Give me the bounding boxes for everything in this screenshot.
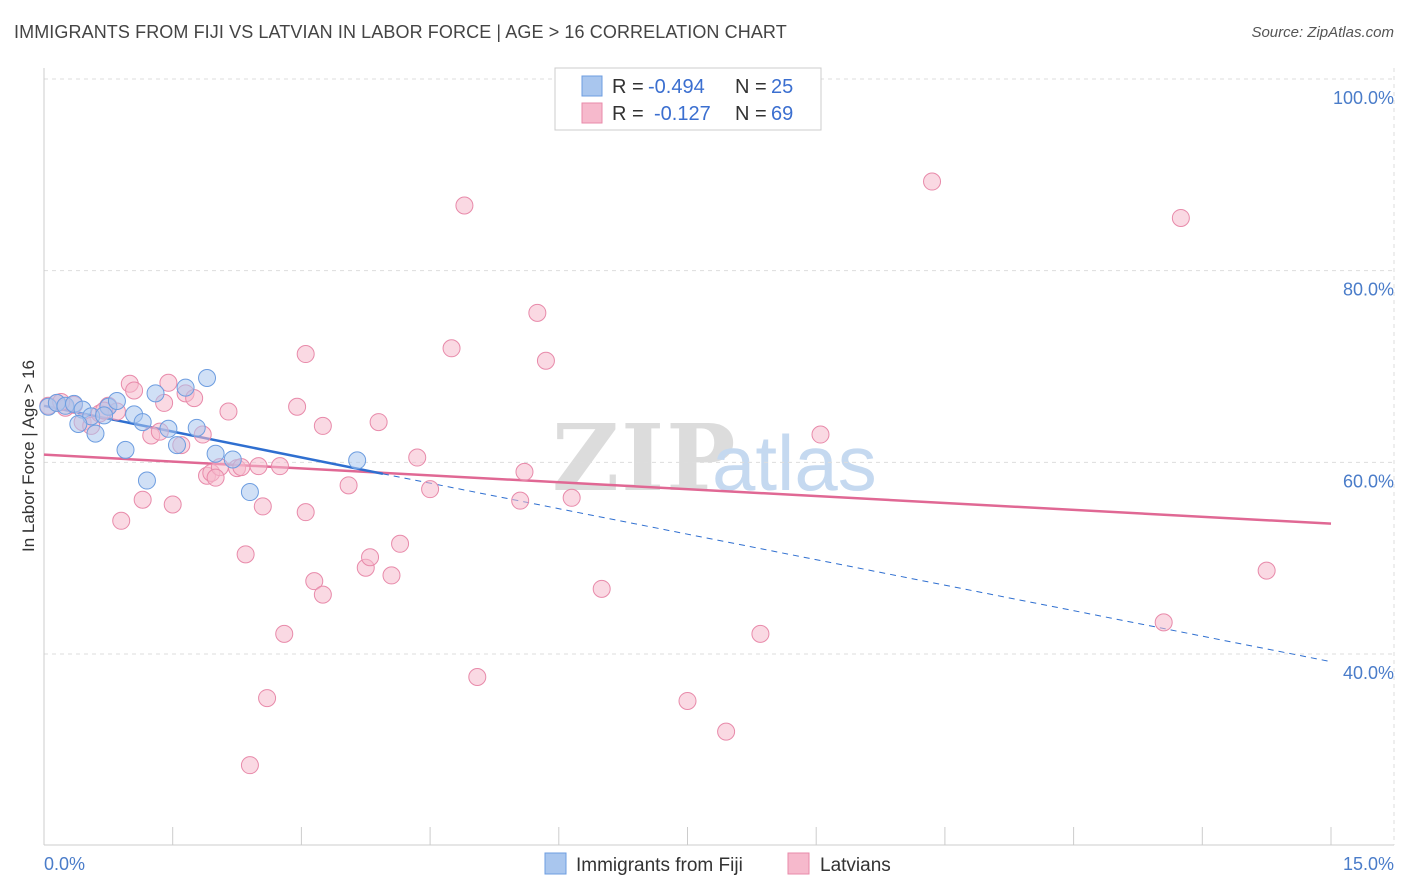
fiji-trend-extension [382, 473, 1332, 663]
latvian-point [1171, 208, 1190, 227]
latvian-point [339, 476, 358, 495]
latvian-point [112, 511, 131, 530]
latvian-point [159, 373, 178, 392]
latvian-point [717, 722, 736, 741]
latvian-point [258, 689, 277, 708]
latvian-point [421, 480, 440, 499]
fiji-point [348, 451, 367, 470]
latvian-point [361, 548, 380, 567]
latvian-point [270, 457, 289, 476]
latvian-point [515, 462, 534, 481]
latvian-point [249, 457, 268, 476]
latvian-point [391, 534, 410, 553]
correlation-legend: R = -0.494 N = 25 R = -0.127 N = 69 [554, 67, 822, 131]
latvian-point [313, 585, 332, 604]
series-legend: Immigrants from Fiji Latvians [544, 852, 891, 876]
fiji-point [107, 392, 126, 410]
fiji-point [133, 413, 152, 432]
latvian-point [923, 172, 942, 191]
latvian-point [382, 566, 401, 585]
latvian-point [219, 402, 238, 421]
latvian-point [511, 491, 530, 510]
fiji-point [223, 450, 242, 469]
scatter-points [39, 172, 1276, 775]
latvian-point [592, 579, 611, 598]
fiji-point [137, 471, 156, 490]
legend-fiji-swatch [581, 75, 603, 97]
legend-fiji-r-value: -0.494 [648, 76, 705, 98]
fiji-point [69, 415, 88, 433]
latvian-point [125, 381, 144, 400]
fiji-point [206, 444, 225, 463]
fiji-point [116, 440, 135, 459]
legend-fiji-r-label: R = [612, 76, 644, 98]
x-tick-label-min: 0.0% [44, 854, 85, 874]
fiji-point [159, 419, 178, 438]
fiji-point [167, 436, 186, 455]
bottom-legend-fiji-swatch [544, 852, 567, 875]
latvian-point [442, 339, 461, 358]
latvian-point [305, 572, 324, 591]
bottom-legend-fiji-label: Immigrants from Fiji [576, 855, 743, 876]
latvian-point [536, 351, 555, 370]
legend-latvian-n-value: 69 [771, 103, 793, 125]
latvian-point [562, 488, 581, 507]
latvian-point [811, 425, 830, 444]
y-tick-label: 100.0% [1333, 88, 1394, 108]
fiji-point [176, 378, 195, 397]
latvian-point [296, 503, 315, 522]
latvian-point [751, 624, 770, 643]
fiji-point [146, 384, 165, 403]
x-tick-label-max: 15.0% [1343, 854, 1394, 874]
legend-latvian-n-label: N = [735, 103, 767, 125]
bottom-legend-latvian-swatch [787, 852, 810, 875]
watermark-zip: ZIP [552, 404, 737, 512]
latvian-point [253, 497, 272, 516]
latvian-point [455, 196, 474, 215]
latvian-point [1154, 613, 1173, 632]
legend-latvian-r-label: R = [612, 103, 644, 125]
latvian-point [275, 624, 294, 643]
latvian-point [296, 345, 315, 364]
latvian-point [163, 495, 182, 514]
y-axis-label: In Labor Force | Age > 16 [19, 360, 38, 552]
latvian-point [678, 691, 697, 710]
latvian-point [528, 303, 547, 322]
latvian-point [236, 545, 255, 564]
fiji-point [240, 483, 259, 502]
chart-title: IMMIGRANTS FROM FIJI VS LATVIAN IN LABOR… [14, 22, 787, 42]
legend-latvian-r-value: -0.127 [654, 103, 711, 125]
latvian-point [313, 416, 332, 435]
latvian-point [240, 756, 259, 775]
latvian-point [468, 668, 487, 686]
fiji-point [86, 424, 105, 443]
y-tick-label: 60.0% [1343, 471, 1394, 491]
bottom-legend-latvian-label: Latvians [820, 855, 891, 876]
gridlines [44, 78, 1394, 655]
latvian-point [408, 448, 427, 467]
fiji-point [95, 406, 114, 425]
latvian-point [369, 413, 388, 432]
latvian-point [133, 490, 152, 509]
axes: 100.0% 80.0% 60.0% 40.0% [43, 68, 1395, 846]
fiji-point [198, 369, 217, 387]
latvian-point [206, 468, 225, 487]
latvian-point [288, 397, 307, 416]
legend-fiji-n-label: N = [735, 76, 767, 98]
fiji-point [187, 418, 206, 437]
latvian-point [1257, 561, 1276, 580]
source-label: Source: ZipAtlas.com [1251, 24, 1394, 41]
y-tick-label: 40.0% [1343, 663, 1394, 683]
legend-fiji-n-value: 25 [771, 76, 793, 98]
y-tick-label: 80.0% [1343, 280, 1394, 300]
legend-latvian-swatch [581, 102, 603, 124]
